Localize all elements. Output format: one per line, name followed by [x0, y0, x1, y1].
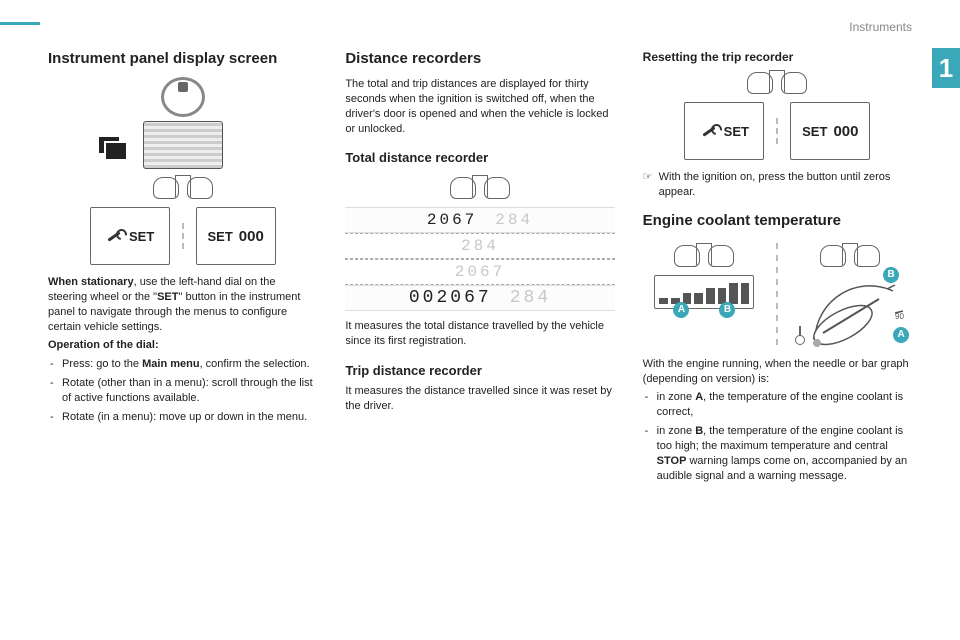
- odo-r1-left: 2067: [427, 211, 477, 229]
- odo-row-3: 2067: [345, 259, 614, 285]
- svg-text:90: 90: [895, 312, 904, 321]
- set-000-button: SET 000: [196, 207, 276, 265]
- col3-b2: in zone B, the temperature of the engine…: [657, 424, 912, 483]
- col2-p1: The total and trip distances are display…: [345, 77, 614, 136]
- column-3: Resetting the trip recorder SET SET 000 …: [643, 50, 912, 624]
- coolant-figure: A B °C 90: [643, 243, 912, 349]
- thermometer-icon: [795, 335, 805, 345]
- wrench-icon: [105, 227, 123, 245]
- col1-p1: When stationary, use the left-hand dial …: [48, 275, 317, 334]
- set-button-2: SET: [684, 102, 764, 160]
- cluster-icon: [153, 175, 213, 201]
- col1-b1-t2: , confirm the selection.: [200, 358, 310, 370]
- col3-figure-1: SET SET 000: [643, 70, 912, 170]
- set-000-button-2: SET 000: [790, 102, 870, 160]
- col1-p1-bold1: When stationary: [48, 276, 134, 288]
- col2-p2: It measures the total distance travelled…: [345, 319, 614, 349]
- set-buttons-row: SET SET 000: [48, 207, 317, 265]
- c3b2-bold2: STOP: [657, 455, 687, 467]
- set-000-label-b: 000: [239, 228, 264, 245]
- chapter-tab: 1: [932, 48, 960, 88]
- set-button-label-2: SET: [724, 124, 749, 139]
- cluster-icon-5: [820, 243, 880, 269]
- screens-icon: [97, 135, 125, 157]
- v-separator: [180, 223, 186, 249]
- col1-bullets: Press: go to the Main menu, confirm the …: [48, 357, 317, 428]
- marker-b-2: B: [883, 267, 899, 283]
- cluster-icon-4: [674, 243, 734, 269]
- column-1: Instrument panel display screen SET SET …: [48, 50, 317, 624]
- page-columns: Instrument panel display screen SET SET …: [48, 50, 912, 624]
- col3-p1: With the engine running, when the needle…: [643, 357, 912, 387]
- col2-h3b: Trip distance recorder: [345, 363, 614, 378]
- odometer-figure: 2067 284 284 2067 002067 284: [345, 175, 614, 311]
- col1-b3: Rotate (in a menu): move up or down in t…: [62, 410, 317, 425]
- col3-h2: Engine coolant temperature: [643, 212, 912, 229]
- coolant-left: A B: [643, 243, 767, 309]
- col3-bullets: in zone A, the temperature of the engine…: [643, 390, 912, 487]
- c3b2-t1: in zone: [657, 425, 696, 437]
- set-button-label: SET: [129, 229, 154, 244]
- col1-b2: Rotate (other than in a menu): scroll th…: [62, 376, 317, 406]
- set-000-label-a: SET: [207, 229, 232, 244]
- cluster-icon-3: [747, 70, 807, 96]
- c3b1-t1: in zone: [657, 391, 696, 403]
- col1-b1-t1: Press: go to the: [62, 358, 142, 370]
- col1-p1-bold2: SET: [157, 291, 178, 303]
- coolant-right: °C 90 A B: [788, 243, 912, 349]
- col1-b1-bold: Main menu: [142, 358, 199, 370]
- odo-r3: 2067: [455, 263, 505, 281]
- marker-a-2: A: [893, 327, 909, 343]
- header-accent-line: [0, 22, 40, 25]
- col2-p3: It measures the distance travelled since…: [345, 384, 614, 414]
- steering-wheel-icon: [161, 77, 205, 117]
- dash-screen-icon: [143, 121, 223, 169]
- odo-r4-right: 284: [510, 288, 551, 308]
- set-000-label-a-2: SET: [802, 124, 827, 139]
- col1-p2-bold: Operation of the dial:: [48, 339, 159, 351]
- set-buttons-row-2: SET SET 000: [643, 102, 912, 160]
- marker-b-1: B: [719, 302, 735, 318]
- c3b2-t3: warning lamps come on, accompanied by an…: [657, 455, 908, 482]
- wrench-icon-2: [700, 122, 718, 140]
- indicator-dot: [813, 339, 821, 347]
- odo-row-2: 284: [345, 233, 614, 259]
- c3b2-bold1: B: [695, 425, 703, 437]
- set-button: SET: [90, 207, 170, 265]
- needle-gauge: °C 90 A B: [795, 269, 905, 349]
- col1-b1: Press: go to the Main menu, confirm the …: [62, 357, 317, 372]
- coolant-vsep: [776, 243, 778, 349]
- odo-row-4: 002067 284: [345, 285, 614, 311]
- marker-a-1: A: [673, 302, 689, 318]
- column-2: Distance recorders The total and trip di…: [345, 50, 614, 624]
- col2-h3a: Total distance recorder: [345, 150, 614, 165]
- odo-r2: 284: [461, 237, 499, 255]
- bar-gauge: A B: [654, 275, 754, 309]
- col3-h4: Resetting the trip recorder: [643, 50, 912, 64]
- col3-pointer-list: With the ignition on, press the button u…: [643, 170, 912, 204]
- col1-heading: Instrument panel display screen: [48, 50, 317, 67]
- col3-ptr1: With the ignition on, press the button u…: [659, 170, 912, 200]
- cluster-icon-2: [450, 175, 510, 201]
- col2-heading: Distance recorders: [345, 50, 614, 67]
- v-separator-2: [774, 118, 780, 144]
- odo-r1-right: 284: [495, 211, 533, 229]
- odo-r4-left: 002067: [409, 288, 492, 308]
- col1-figure: SET SET 000: [48, 77, 317, 275]
- set-000-label-b-2: 000: [833, 123, 858, 140]
- odo-row-1: 2067 284: [345, 207, 614, 233]
- col3-b1: in zone A, the temperature of the engine…: [657, 390, 912, 420]
- col1-p2: Operation of the dial:: [48, 338, 317, 353]
- header-section-label: Instruments: [849, 20, 912, 34]
- c3b1-bold: A: [695, 391, 703, 403]
